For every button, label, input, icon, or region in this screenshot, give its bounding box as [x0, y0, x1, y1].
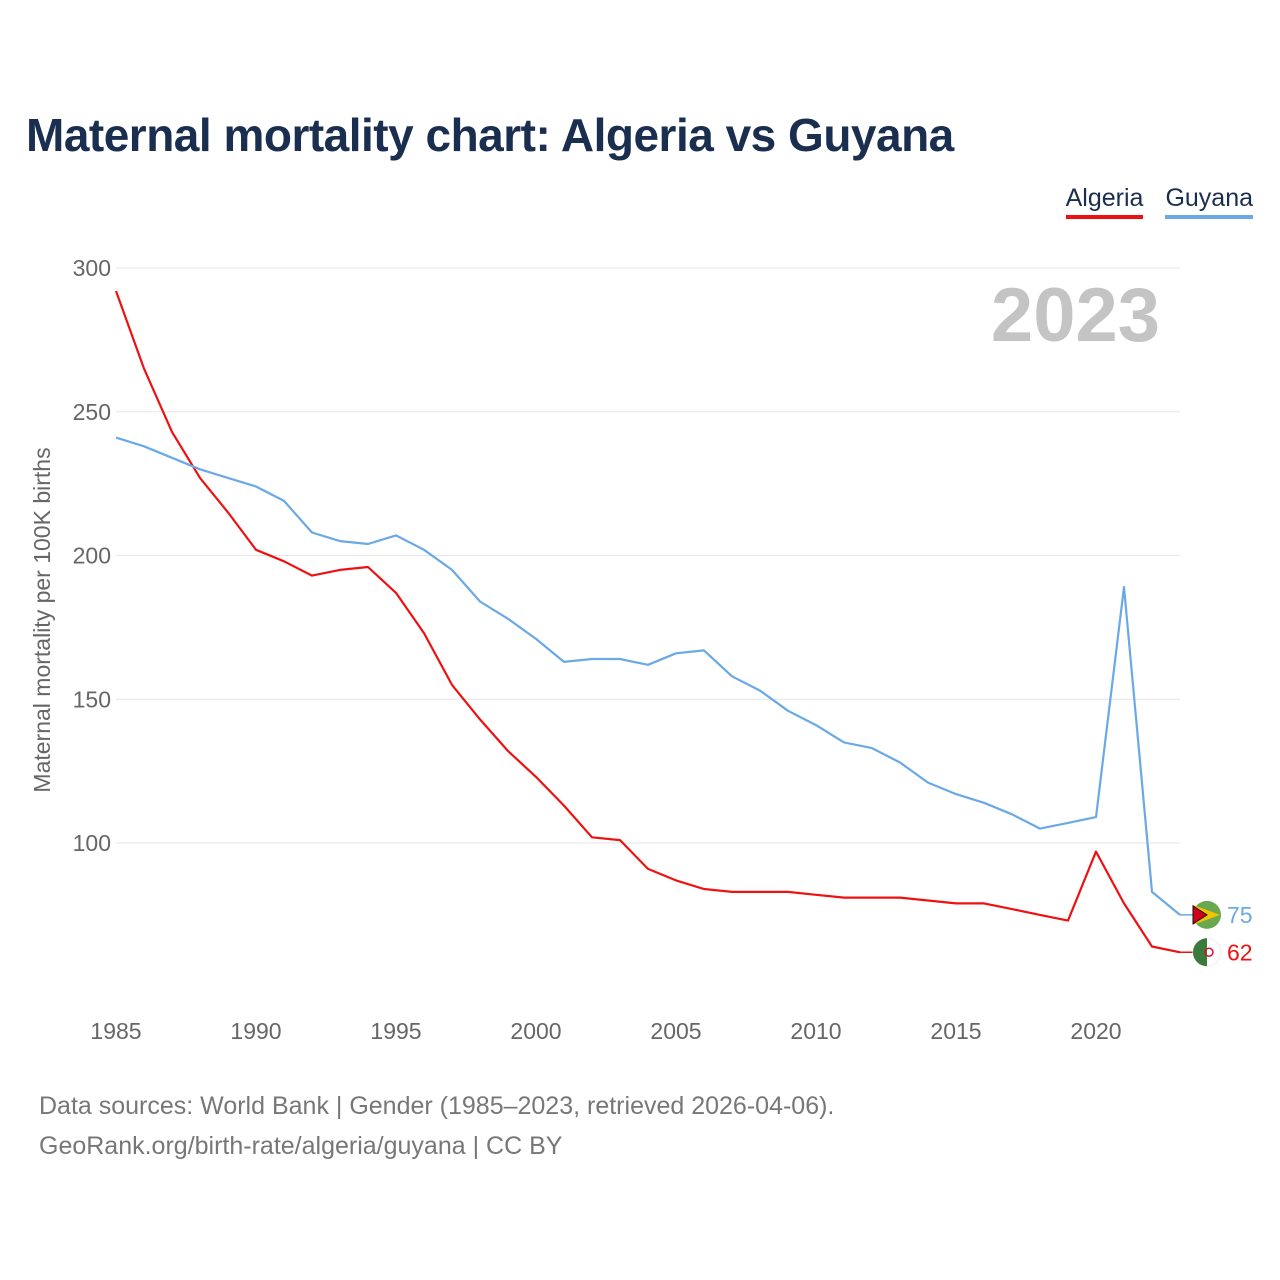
series-line-guyana[interactable]	[115, 436, 1181, 916]
x-axis-ticks: 1985 1990 1995 2000 2005 2010 2015 2020	[90, 1018, 1121, 1044]
series-lines	[114, 290, 1181, 954]
x-tick-label: 1990	[230, 1018, 281, 1044]
y-axis-ticks: 100 150 200 250 300	[73, 255, 111, 856]
x-tick-label: 1985	[90, 1018, 141, 1044]
end-marker-algeria: 62	[1180, 937, 1253, 967]
footer-attribution[interactable]: GeoRank.org/birth-rate/algeria/guyana | …	[39, 1132, 563, 1160]
y-axis-label: Maternal mortality per 100K births	[29, 447, 55, 792]
x-tick-label: 1995	[370, 1018, 421, 1044]
x-tick-label: 2005	[650, 1018, 701, 1044]
flag-triangle	[1192, 904, 1208, 925]
legend: Algeria Guyana	[1065, 184, 1253, 219]
footer: Data sources: World Bank | Gender (1985–…	[39, 1086, 834, 1166]
y-tick-label: 200	[73, 543, 111, 569]
legend-item-algeria[interactable]: Algeria	[1065, 184, 1144, 219]
end-marker-guyana: 75	[1180, 900, 1253, 929]
footer-sources: Data sources: World Bank | Gender (1985–…	[39, 1092, 835, 1120]
series-line-algeria[interactable]	[114, 290, 1181, 954]
y-tick-label: 100	[73, 830, 111, 856]
x-tick-label: 2015	[930, 1018, 981, 1044]
end-value-label: 62	[1227, 939, 1253, 965]
end-value-label: 75	[1227, 902, 1253, 928]
line-chart: 2023 100 150 200 250 300 1985 1990 1995 2000 200…	[29, 255, 1253, 1044]
chart-title: Maternal mortality chart: Algeria vs Guy…	[26, 109, 954, 161]
x-tick-label: 2020	[1070, 1018, 1121, 1044]
year-watermark: 2023	[991, 273, 1160, 358]
legend-item-guyana[interactable]: Guyana	[1165, 184, 1253, 219]
x-tick-label: 2010	[790, 1018, 841, 1044]
grid-lines	[116, 267, 1180, 844]
y-tick-label: 150	[73, 686, 111, 712]
x-tick-label: 2000	[510, 1018, 561, 1044]
flag-green-half	[1193, 938, 1207, 967]
flag-crescent	[1204, 947, 1214, 957]
y-tick-label: 300	[73, 255, 111, 281]
y-tick-label: 250	[73, 399, 111, 425]
